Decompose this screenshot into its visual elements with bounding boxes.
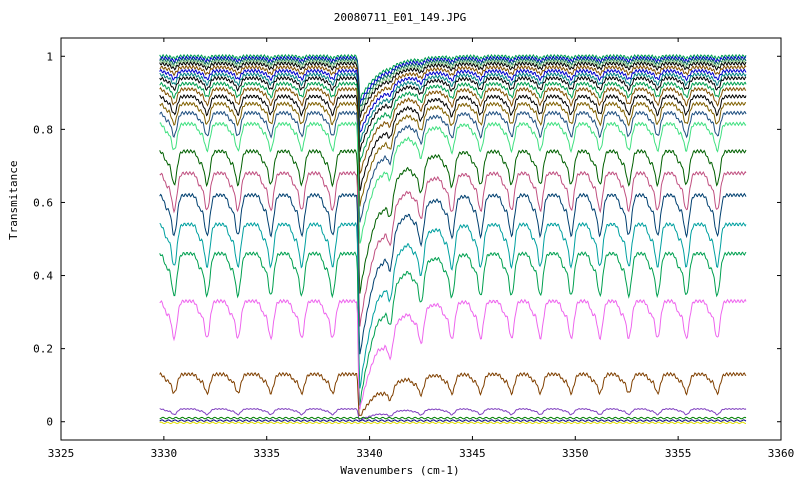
y-tick-label: 0.4 bbox=[33, 270, 53, 283]
x-axis-label: Wavenumbers (cm-1) bbox=[340, 464, 460, 477]
series-line-7 bbox=[159, 68, 747, 134]
series-line-25 bbox=[159, 419, 747, 422]
series-line-14 bbox=[159, 110, 747, 223]
series-line-1 bbox=[159, 53, 747, 102]
y-tick-label: 0.6 bbox=[33, 196, 53, 209]
y-tick-label: 1 bbox=[46, 50, 53, 63]
y-tick-label: 0.8 bbox=[33, 123, 53, 136]
y-tick-label: 0.2 bbox=[33, 343, 53, 356]
x-tick-label: 3330 bbox=[151, 447, 178, 460]
series-line-9 bbox=[159, 75, 747, 152]
plot-frame bbox=[60, 37, 782, 441]
series-line-24 bbox=[159, 416, 747, 420]
series-line-16 bbox=[159, 148, 747, 294]
x-tick-label: 3325 bbox=[48, 447, 75, 460]
chart-title: 20080711_E01_149.JPG bbox=[333, 11, 467, 24]
series-line-10 bbox=[159, 81, 747, 163]
x-tick-label: 3360 bbox=[768, 447, 795, 460]
series-line-8 bbox=[159, 72, 747, 144]
series-line-18 bbox=[159, 192, 747, 355]
x-tick-label: 3340 bbox=[356, 447, 383, 460]
series-line-12 bbox=[159, 94, 747, 191]
series-line-11 bbox=[159, 86, 747, 175]
x-tick-label: 3355 bbox=[665, 447, 692, 460]
x-tick-label: 3350 bbox=[562, 447, 589, 460]
series-line-2 bbox=[159, 55, 747, 105]
series-line-5 bbox=[159, 61, 747, 119]
x-tick-label: 3345 bbox=[459, 447, 486, 460]
series-line-21 bbox=[159, 298, 747, 410]
series-line-26 bbox=[159, 421, 747, 425]
series-line-22 bbox=[159, 371, 747, 417]
series-line-20 bbox=[159, 251, 747, 406]
series-line-23 bbox=[159, 407, 747, 422]
series-line-13 bbox=[159, 101, 747, 207]
series-line-6 bbox=[159, 64, 747, 126]
x-tick-label: 3335 bbox=[253, 447, 280, 460]
series-line-19 bbox=[159, 221, 747, 389]
y-tick-label: 0 bbox=[46, 416, 53, 429]
series-line-15 bbox=[159, 121, 747, 244]
series-line-17 bbox=[159, 170, 747, 327]
